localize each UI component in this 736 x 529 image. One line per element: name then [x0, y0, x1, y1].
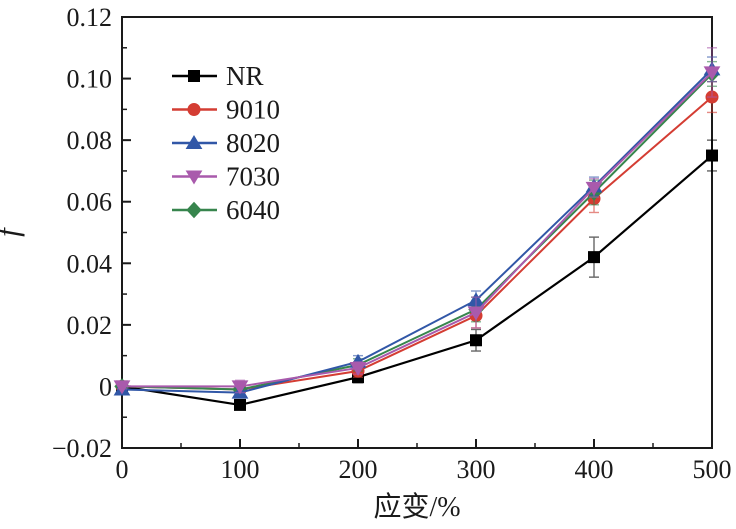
square-marker [470, 334, 482, 347]
triangle-up-marker [185, 135, 203, 149]
legend-label: 8020 [226, 128, 280, 158]
x-tick-label: 300 [457, 455, 496, 484]
y-axis-title: f [0, 224, 25, 237]
x-tick-label: 0 [116, 455, 129, 484]
y-tick-label: 0.06 [67, 188, 113, 217]
y-tick-label: 0.08 [67, 126, 113, 155]
y-tick-label: 0.12 [67, 3, 113, 32]
y-tick-label: −0.02 [52, 434, 112, 463]
series-line-8020 [121, 68, 713, 394]
y-tick-label: 0.02 [67, 311, 113, 340]
series-NR [116, 139, 718, 411]
square-marker [234, 398, 246, 411]
legend-label: 6040 [226, 195, 280, 225]
error-bars-9010 [117, 80, 717, 395]
triangle-down-marker [585, 181, 603, 196]
y-tick-label: 0.10 [67, 65, 113, 94]
series-line-9010 [121, 96, 713, 391]
x-tick-label: 100 [221, 455, 260, 484]
legend-label: NR [226, 61, 264, 91]
square-marker [588, 251, 600, 264]
legend-item-8020: 8020 [172, 128, 280, 158]
diamond-marker [186, 201, 202, 219]
triangle-down-marker [231, 380, 249, 395]
x-axis: 0 100 200 300 400 500 [116, 439, 732, 484]
triangle-down-marker [113, 380, 131, 395]
x-tick-label: 400 [575, 455, 614, 484]
legend-label: 7030 [226, 162, 280, 192]
series-line-6040 [121, 73, 713, 391]
y-tick-label: 0.04 [67, 249, 113, 278]
error-bars-8020 [117, 56, 717, 398]
triangle-down-marker [467, 306, 485, 321]
circle-marker [187, 103, 201, 116]
legend-item-NR: NR [172, 61, 264, 91]
series-line-7030 [122, 71, 713, 388]
legend-item-9010: 9010 [172, 95, 280, 125]
triangle-down-marker [703, 66, 721, 81]
series-6040 [114, 60, 720, 398]
y-axis: −0.02 0 0.02 0.04 0.06 0.08 0.10 0.12 [52, 3, 131, 463]
error-bars-NR [117, 139, 717, 410]
triangle-down-marker [349, 361, 367, 376]
series-9010 [115, 80, 719, 397]
x-tick-label: 200 [339, 455, 378, 484]
series-line-NR [121, 154, 713, 407]
x-tick-label: 500 [693, 455, 732, 484]
y-tick-label: 0 [99, 372, 112, 401]
square-marker [188, 70, 200, 82]
legend-item-7030: 7030 [172, 162, 280, 192]
x-axis-title: 应变/% [373, 491, 460, 523]
legend-label: 9010 [226, 95, 280, 125]
square-marker [706, 149, 718, 162]
series-7030 [113, 47, 721, 395]
triangle-down-marker [185, 170, 203, 185]
legend-item-6040: 6040 [172, 195, 280, 225]
